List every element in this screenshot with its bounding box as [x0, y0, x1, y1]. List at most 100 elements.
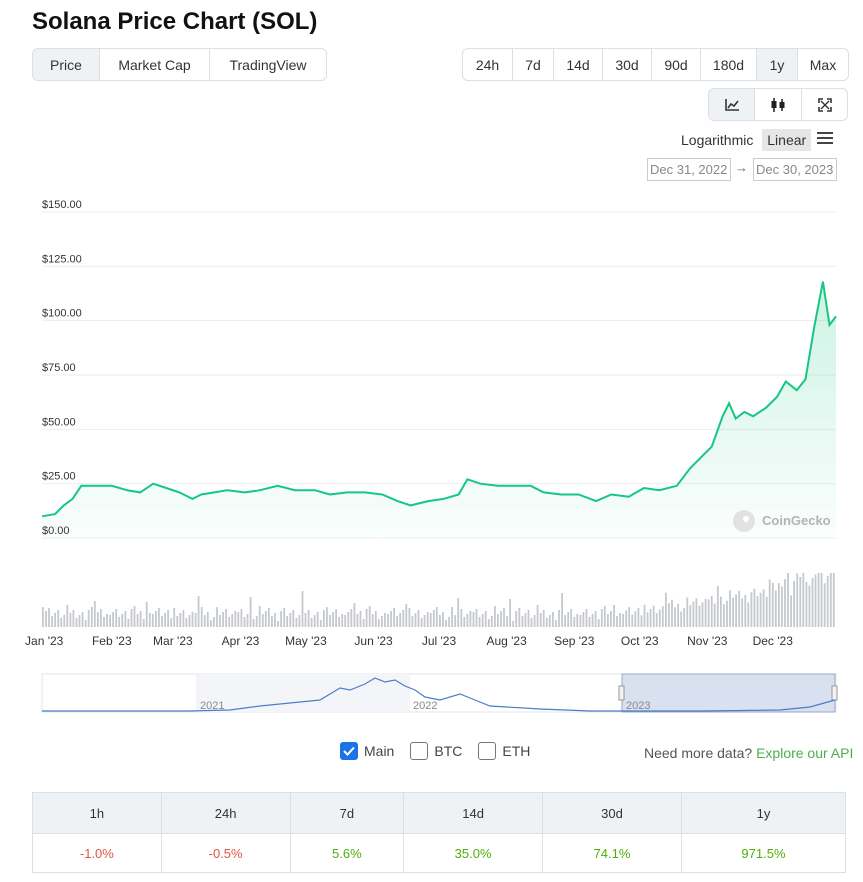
x-tick-label: Sep '23 [554, 634, 595, 648]
volume-bar [69, 613, 72, 627]
volume-bar [579, 615, 582, 627]
volume-bar [616, 616, 618, 627]
volume-bar [231, 614, 234, 627]
navigator[interactable]: 2021 2022 2023 [41, 673, 838, 713]
range-7d-button[interactable]: 7d [513, 49, 554, 80]
volume-bar [573, 617, 576, 627]
volume-bar [793, 580, 795, 627]
volume-bar [500, 611, 502, 627]
volume-bar [170, 618, 173, 627]
header-7d: 7d [289, 792, 405, 834]
volume-bar [304, 613, 307, 627]
linear-scale-option[interactable]: Linear [762, 129, 812, 151]
volume-bar [390, 611, 392, 627]
range-30d-button[interactable]: 30d [603, 49, 652, 80]
btc-checkbox[interactable]: BTC [410, 742, 462, 760]
logarithmic-scale-option[interactable]: Logarithmic [681, 132, 754, 148]
volume-bar [139, 611, 142, 627]
volume-bar [429, 613, 432, 627]
volume-bar [393, 608, 395, 627]
volume-bar [109, 615, 111, 627]
volume-bar [329, 615, 331, 627]
watermark-text: CoinGecko [762, 513, 831, 528]
tab-market-cap[interactable]: Market Cap [100, 49, 210, 80]
change-14d: 35.0% [403, 833, 544, 873]
range-24h-button[interactable]: 24h [463, 49, 513, 80]
volume-bar [417, 610, 420, 627]
volume-bar [518, 608, 521, 627]
volume-bar [371, 614, 374, 627]
volume-bar [234, 611, 237, 627]
volume-bar [142, 619, 145, 627]
navigator-handle-left[interactable] [618, 685, 625, 701]
header-30d: 30d [542, 792, 682, 834]
candlestick-button[interactable] [755, 89, 802, 120]
volume-bar [365, 609, 368, 627]
price-chart[interactable]: $0.00$25.00$50.00$75.00$100.00$125.00$15… [0, 0, 863, 720]
volume-bar [631, 614, 634, 627]
volume-bar [521, 616, 524, 627]
volume-bar [90, 607, 93, 627]
volume-bar [481, 614, 484, 627]
volume-bar [252, 619, 255, 627]
tab-price[interactable]: Price [33, 49, 100, 80]
volume-bar [787, 573, 789, 627]
volume-bar [301, 591, 304, 627]
volume-bar [283, 608, 286, 627]
volume-bar [48, 608, 50, 627]
range-max-button[interactable]: Max [809, 56, 837, 73]
volume-bar [692, 601, 695, 627]
date-to-input[interactable]: Dec 30, 2023 [753, 158, 837, 181]
volume-bar [665, 592, 667, 627]
line-chart-icon [724, 98, 739, 111]
navigator-selection[interactable] [621, 673, 836, 713]
volume-bar [219, 615, 221, 627]
line-chart-button[interactable] [709, 89, 755, 120]
main-checkbox[interactable]: Main [340, 742, 394, 760]
volume-bar [121, 614, 124, 627]
date-range-arrow: → [735, 160, 748, 175]
volume-bar [124, 611, 127, 627]
range-90d-button[interactable]: 90d [652, 49, 701, 80]
coingecko-watermark: CoinGecko [733, 510, 831, 532]
volume-bar [558, 610, 560, 627]
volume-bar [399, 613, 402, 627]
range-14d-button[interactable]: 14d [554, 49, 603, 80]
volume-bar [63, 615, 66, 627]
explore-api-link[interactable]: Explore our API [756, 745, 854, 761]
navigator-handle-right[interactable] [831, 685, 838, 701]
volume-bar [460, 609, 463, 627]
volume-bars [42, 573, 835, 628]
fullscreen-button[interactable] [802, 89, 847, 120]
date-from-input[interactable]: Dec 31, 2022 [647, 158, 731, 181]
fullscreen-icon [817, 97, 832, 112]
x-tick-label: May '23 [285, 634, 327, 648]
volume-bar [261, 614, 264, 627]
volume-bar [680, 611, 683, 628]
volume-bar [603, 606, 606, 627]
volume-bar [628, 607, 631, 627]
volume-bar [576, 614, 579, 627]
volume-bar [527, 610, 530, 627]
volume-bar [774, 590, 777, 627]
volume-bar [808, 585, 811, 627]
volume-bar [66, 605, 69, 627]
volume-bar [652, 605, 655, 627]
volume-bar [655, 613, 658, 627]
range-180d-button[interactable]: 180d [701, 49, 757, 80]
volume-bar [332, 612, 334, 627]
chart-menu-icon[interactable] [817, 132, 833, 146]
range-1y-button[interactable]: 1y [757, 49, 798, 80]
volume-bar [191, 612, 194, 627]
tab-tradingview[interactable]: TradingView [229, 56, 307, 73]
volume-bar [350, 609, 353, 627]
volume-bar [316, 612, 319, 627]
api-promo-text: Need more data? [644, 745, 753, 761]
x-tick-label: Jan '23 [25, 634, 64, 648]
volume-bar [442, 612, 444, 627]
volume-bar [319, 620, 322, 627]
volume-bar [567, 612, 570, 627]
eth-checkbox[interactable]: ETH [478, 742, 530, 760]
volume-bar [347, 612, 350, 627]
volume-bar [613, 605, 615, 627]
